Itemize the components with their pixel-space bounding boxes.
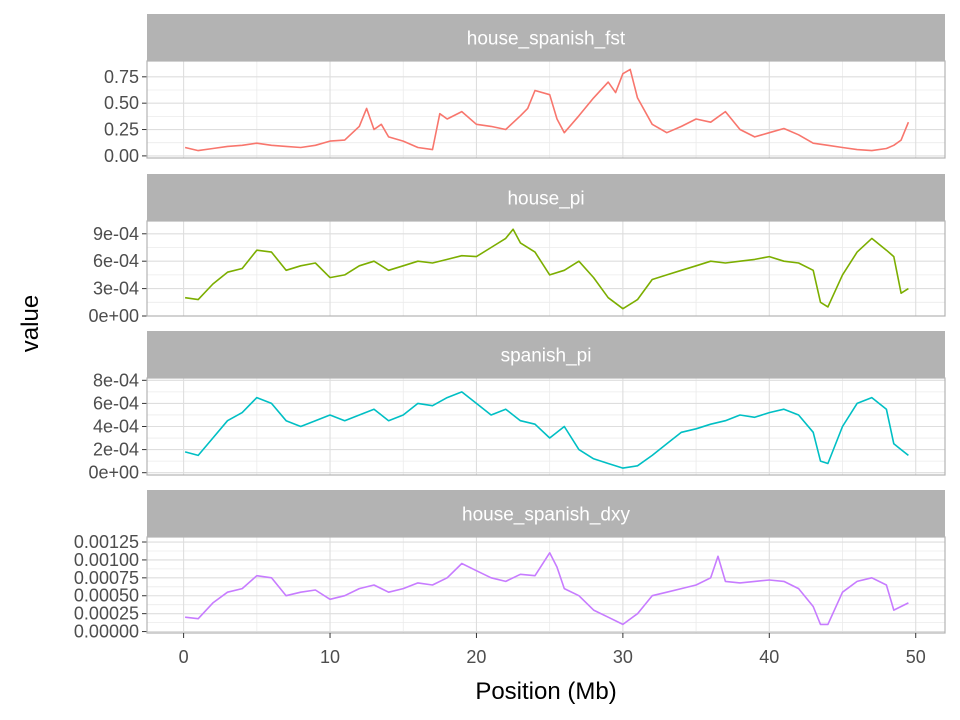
facet-spanish_pi: spanish_pi 0e+00 2e-04 4e-04 6e-04 8e-04 — [88, 331, 946, 483]
y-tick-label: 2e-04 — [93, 440, 139, 460]
facet-strip-label: house_spanish_dxy — [462, 505, 630, 526]
y-tick-label: 3e-04 — [93, 279, 139, 299]
y-tick-label: 0e+00 — [88, 463, 139, 483]
y-tick-label: 0e+00 — [88, 306, 139, 326]
facet-house_pi: house_pi 0e+00 3e-04 6e-04 9e-04 — [88, 174, 946, 326]
y-tick-label: 0.00 — [104, 146, 139, 166]
y-tick-label: 4e-04 — [93, 417, 139, 437]
x-tick-label: 10 — [320, 647, 340, 667]
x-tick-label: 20 — [466, 647, 486, 667]
facet-strip — [147, 490, 945, 537]
y-tick-label: 0.00075 — [74, 568, 139, 588]
panel-border — [146, 60, 946, 159]
x-axis-title: Position (Mb) — [475, 678, 616, 705]
facet-house_spanish_dxy: house_spanish_dxy0.000000.000250.000500.… — [74, 490, 946, 642]
y-tick-label: 0.00025 — [74, 604, 139, 624]
x-tick-label: 0 — [179, 647, 189, 667]
x-tick-label: 40 — [759, 647, 779, 667]
y-tick-label: 6e-04 — [93, 251, 139, 271]
y-tick-label: 0.50 — [104, 93, 139, 113]
x-tick-label: 30 — [613, 647, 633, 667]
x-tick-label: 50 — [906, 647, 926, 667]
facet-strip-label: house_pi — [507, 189, 584, 210]
y-tick-label: 0.25 — [104, 120, 139, 140]
y-tick-label: 0.00125 — [74, 532, 139, 552]
panel-background — [147, 537, 945, 633]
facet-house_spanish_fst: house_spanish_fst 0.00 0.25 0.50 0.75 — [104, 14, 946, 166]
panel-border — [146, 220, 946, 317]
y-tick-label: 0.75 — [104, 67, 139, 87]
facet-strip — [147, 174, 945, 221]
y-tick-label: 6e-04 — [93, 393, 139, 413]
y-tick-label: 0.00100 — [74, 550, 139, 570]
facet-strip-label: spanish_pi — [501, 346, 592, 367]
panel-background — [147, 61, 945, 158]
y-tick-label: 0.00000 — [74, 622, 139, 642]
y-tick-label: 0.00050 — [74, 586, 139, 606]
series-line-house_spanish_dxy — [185, 552, 909, 626]
panel-border — [146, 536, 946, 634]
series-line-house_spanish_fst — [184, 68, 910, 152]
facet-strip — [147, 331, 945, 378]
series-line-spanish_pi — [184, 391, 909, 469]
facet-strip-label: house_spanish_fst — [467, 29, 626, 50]
y-tick-label: 8e-04 — [93, 370, 139, 390]
facet-strip — [147, 14, 945, 61]
series-line-house_pi — [184, 228, 909, 310]
y-tick-label: 9e-04 — [93, 224, 139, 244]
panel-border — [146, 377, 946, 476]
y-axis-title: value — [17, 295, 44, 352]
